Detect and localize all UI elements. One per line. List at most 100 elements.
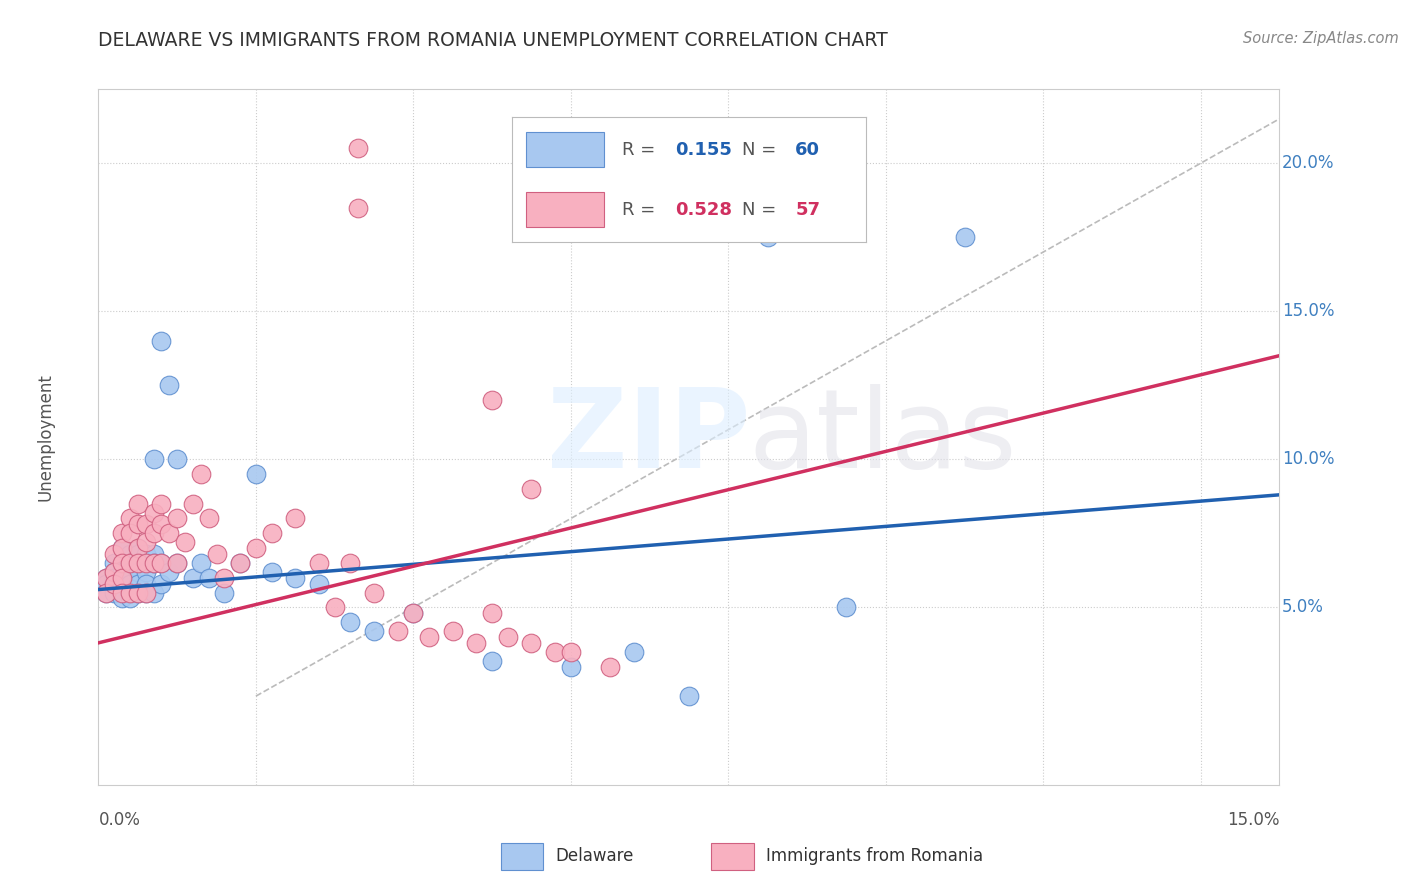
Point (118, 511, 141, 525)
Point (205, 547, 228, 561)
Point (135, 585, 157, 599)
Text: Unemployment: Unemployment (37, 373, 55, 501)
Point (339, 556, 361, 570)
Point (481, 606, 503, 620)
Point (103, 565, 125, 579)
Point (111, 571, 134, 585)
Point (678, 689, 700, 703)
Point (150, 334, 173, 348)
Point (197, 511, 219, 525)
Point (308, 556, 330, 570)
Point (260, 526, 283, 541)
Point (142, 547, 165, 561)
Point (347, 201, 370, 215)
Point (96, 585, 118, 599)
Point (166, 556, 188, 570)
Point (520, 482, 543, 496)
Point (135, 576, 157, 591)
Point (229, 556, 252, 570)
Point (118, 526, 141, 541)
Point (190, 556, 212, 570)
Point (142, 556, 165, 570)
Point (127, 585, 149, 599)
Point (402, 606, 425, 620)
Point (142, 452, 165, 467)
Point (323, 600, 346, 615)
Point (96, 571, 118, 585)
Point (363, 585, 385, 599)
Point (181, 571, 204, 585)
Point (599, 659, 621, 673)
Point (103, 585, 125, 599)
Point (135, 565, 157, 579)
Point (103, 576, 125, 591)
Point (347, 141, 370, 155)
Text: 15.0%: 15.0% (1227, 811, 1279, 829)
Point (118, 576, 141, 591)
Point (127, 556, 149, 570)
Point (197, 571, 219, 585)
Point (150, 497, 173, 511)
Point (111, 556, 134, 570)
Point (111, 526, 134, 541)
FancyBboxPatch shape (501, 843, 543, 870)
Point (142, 526, 165, 541)
Point (127, 497, 149, 511)
Point (103, 571, 125, 585)
FancyBboxPatch shape (711, 843, 754, 870)
Point (118, 556, 141, 570)
Point (96, 576, 118, 591)
Point (260, 565, 283, 579)
Point (560, 659, 582, 673)
Point (150, 576, 173, 591)
Point (127, 556, 149, 570)
Point (166, 556, 188, 570)
Point (284, 511, 307, 525)
Text: atlas: atlas (748, 384, 1017, 491)
Point (157, 378, 180, 392)
Text: Delaware: Delaware (555, 847, 634, 865)
Point (111, 556, 134, 570)
Point (339, 615, 361, 629)
Point (127, 541, 149, 555)
Point (756, 230, 779, 244)
Point (142, 556, 165, 570)
Point (953, 230, 976, 244)
Point (135, 547, 157, 561)
Point (135, 556, 157, 570)
Point (214, 571, 236, 585)
Text: 0.0%: 0.0% (98, 811, 141, 829)
Point (118, 585, 141, 599)
Point (111, 541, 134, 555)
Point (181, 497, 204, 511)
Point (142, 506, 165, 520)
Point (363, 624, 385, 638)
Point (190, 467, 212, 481)
Text: 10.0%: 10.0% (1282, 450, 1334, 468)
Point (441, 624, 464, 638)
Text: 15.0%: 15.0% (1282, 302, 1334, 320)
Text: 5.0%: 5.0% (1282, 599, 1323, 616)
Point (127, 547, 149, 561)
Point (520, 636, 543, 650)
Text: Immigrants from Romania: Immigrants from Romania (766, 847, 983, 865)
Point (418, 630, 440, 644)
Point (118, 571, 141, 585)
Point (135, 556, 157, 570)
Point (560, 645, 582, 659)
Point (135, 585, 157, 599)
Point (111, 585, 134, 599)
Point (174, 535, 197, 549)
Point (111, 585, 134, 599)
Point (150, 556, 173, 570)
Point (481, 393, 503, 408)
Point (166, 452, 188, 467)
Point (481, 654, 503, 668)
Point (402, 606, 425, 620)
Point (118, 591, 141, 606)
Point (387, 624, 409, 638)
Point (835, 600, 858, 615)
Point (245, 467, 267, 481)
Point (118, 585, 141, 599)
Point (127, 565, 149, 579)
